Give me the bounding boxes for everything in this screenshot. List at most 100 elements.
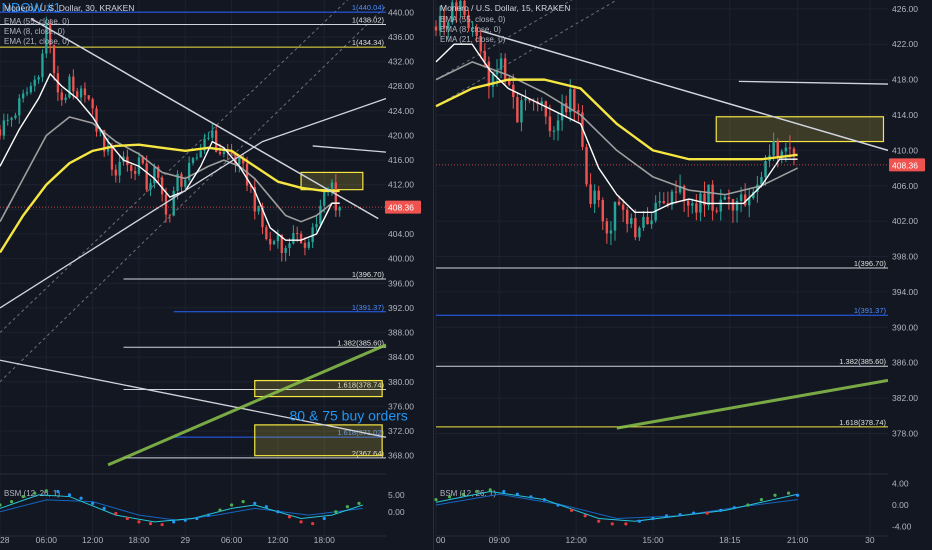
y-tick-label: 380.00 xyxy=(388,377,414,387)
y-tick-label: 418.00 xyxy=(892,75,918,85)
supply-demand-zone xyxy=(715,116,885,143)
candle-body xyxy=(483,51,487,62)
candle-body xyxy=(103,130,106,152)
candle-body xyxy=(245,163,249,186)
y-tick-label: 420.00 xyxy=(388,130,414,140)
bsm-dot xyxy=(148,521,153,526)
ema-55-line xyxy=(435,78,798,161)
bsm-label: BSM (12, 26, 1) xyxy=(440,489,496,498)
bsm-dot xyxy=(102,506,106,510)
candle-body xyxy=(776,141,779,158)
candle-body xyxy=(630,218,633,224)
fib-level-label: 1(391.37) xyxy=(352,303,385,312)
bsm-y-tick-label: 5.00 xyxy=(388,490,405,500)
fib-level-label: 1(396.70) xyxy=(854,259,887,268)
bsm-dot xyxy=(678,513,682,517)
y-tick-label: 414.00 xyxy=(892,110,918,120)
ema-55-line xyxy=(0,143,340,254)
candle-body xyxy=(272,241,276,245)
bsm-dot xyxy=(773,493,777,497)
candle-body xyxy=(211,130,214,138)
y-tick-label: 392.00 xyxy=(388,303,414,313)
indicator-legend: EMA (21, close, 0) xyxy=(4,37,70,46)
candle-body xyxy=(642,216,645,228)
candle-body xyxy=(650,220,653,225)
fib-level-label: 1(396.70) xyxy=(352,270,385,279)
trend-line xyxy=(738,80,889,85)
candle-body xyxy=(638,227,641,238)
bsm-y-tick-label: -4.00 xyxy=(892,522,912,532)
candle-body xyxy=(552,130,556,132)
candle-body xyxy=(735,200,739,211)
y-tick-label: 398.00 xyxy=(892,252,918,262)
candle-body xyxy=(176,173,179,191)
x-tick-label: 29 xyxy=(181,535,191,545)
bsm-fast-line xyxy=(0,494,363,523)
candle-body xyxy=(682,186,686,201)
candle-body xyxy=(731,199,735,211)
window-label: INDOW #1 xyxy=(0,0,61,15)
bsm-dot xyxy=(746,503,750,507)
bsm-dot xyxy=(570,508,574,512)
candle-body xyxy=(585,147,588,185)
fib-level-label: 1.382(385.60) xyxy=(839,357,886,366)
bsm-dot xyxy=(759,498,764,502)
candle-body xyxy=(605,221,609,234)
y-tick-label: 382.00 xyxy=(892,393,918,403)
candle-body xyxy=(434,26,438,31)
candle-body xyxy=(593,190,596,205)
candle-body xyxy=(37,77,40,80)
trend-line xyxy=(480,30,889,152)
candle-body xyxy=(760,177,763,185)
candle-body xyxy=(634,218,637,238)
candle-body xyxy=(130,165,133,172)
candle-body xyxy=(319,205,322,225)
candle-body xyxy=(788,147,792,149)
candle-body xyxy=(25,92,29,94)
candle-body xyxy=(451,2,454,23)
candle-body xyxy=(315,224,318,228)
candle-body xyxy=(303,243,307,248)
green-trend-line xyxy=(107,343,387,467)
indicator-legend: EMA (21, close, 0) xyxy=(440,35,506,44)
candle-body xyxy=(249,185,253,187)
candle-body xyxy=(780,151,784,158)
indicator-legend: EMA (8, close, 0) xyxy=(440,25,501,34)
candle-body xyxy=(126,156,129,166)
candle-body xyxy=(265,227,268,240)
candle-body xyxy=(149,183,152,190)
y-tick-label: 436.00 xyxy=(388,32,414,42)
ema-8-line xyxy=(0,73,340,241)
candle-body xyxy=(218,151,222,154)
candle-body xyxy=(83,88,87,96)
candle-body xyxy=(276,234,280,242)
supply-demand-zone xyxy=(254,424,383,457)
fib-level-label: 1(434.34) xyxy=(352,38,385,47)
candle-body xyxy=(215,130,218,152)
candle-body xyxy=(719,199,722,212)
y-tick-label: 440.00 xyxy=(388,7,414,17)
candle-body xyxy=(145,163,148,190)
bsm-dot xyxy=(786,491,791,495)
candle-body xyxy=(95,108,98,132)
candle-body xyxy=(99,130,102,132)
fib-level-label: 1(391.37) xyxy=(854,306,887,315)
x-tick-label: 28 xyxy=(0,535,10,545)
chart-title-hidden: Monero / U.S. Dollar, 30, KRAKEN xyxy=(4,3,134,13)
candle-body xyxy=(764,160,767,178)
supply-demand-zone xyxy=(254,379,383,398)
y-tick-label: 394.00 xyxy=(892,287,918,297)
candle-body xyxy=(564,103,568,113)
bsm-dot xyxy=(172,520,176,524)
bsm-dot xyxy=(230,503,234,507)
bsm-dot xyxy=(218,508,222,512)
indicator-legend: EMA (55, close, 0) xyxy=(440,15,506,24)
candle-body xyxy=(613,201,617,231)
candle-body xyxy=(463,0,466,16)
candle-body xyxy=(311,227,314,243)
candle-body xyxy=(499,58,503,70)
candle-body xyxy=(699,193,702,213)
bsm-dot xyxy=(33,491,37,495)
candle-body xyxy=(157,166,160,178)
candle-body xyxy=(609,230,613,234)
